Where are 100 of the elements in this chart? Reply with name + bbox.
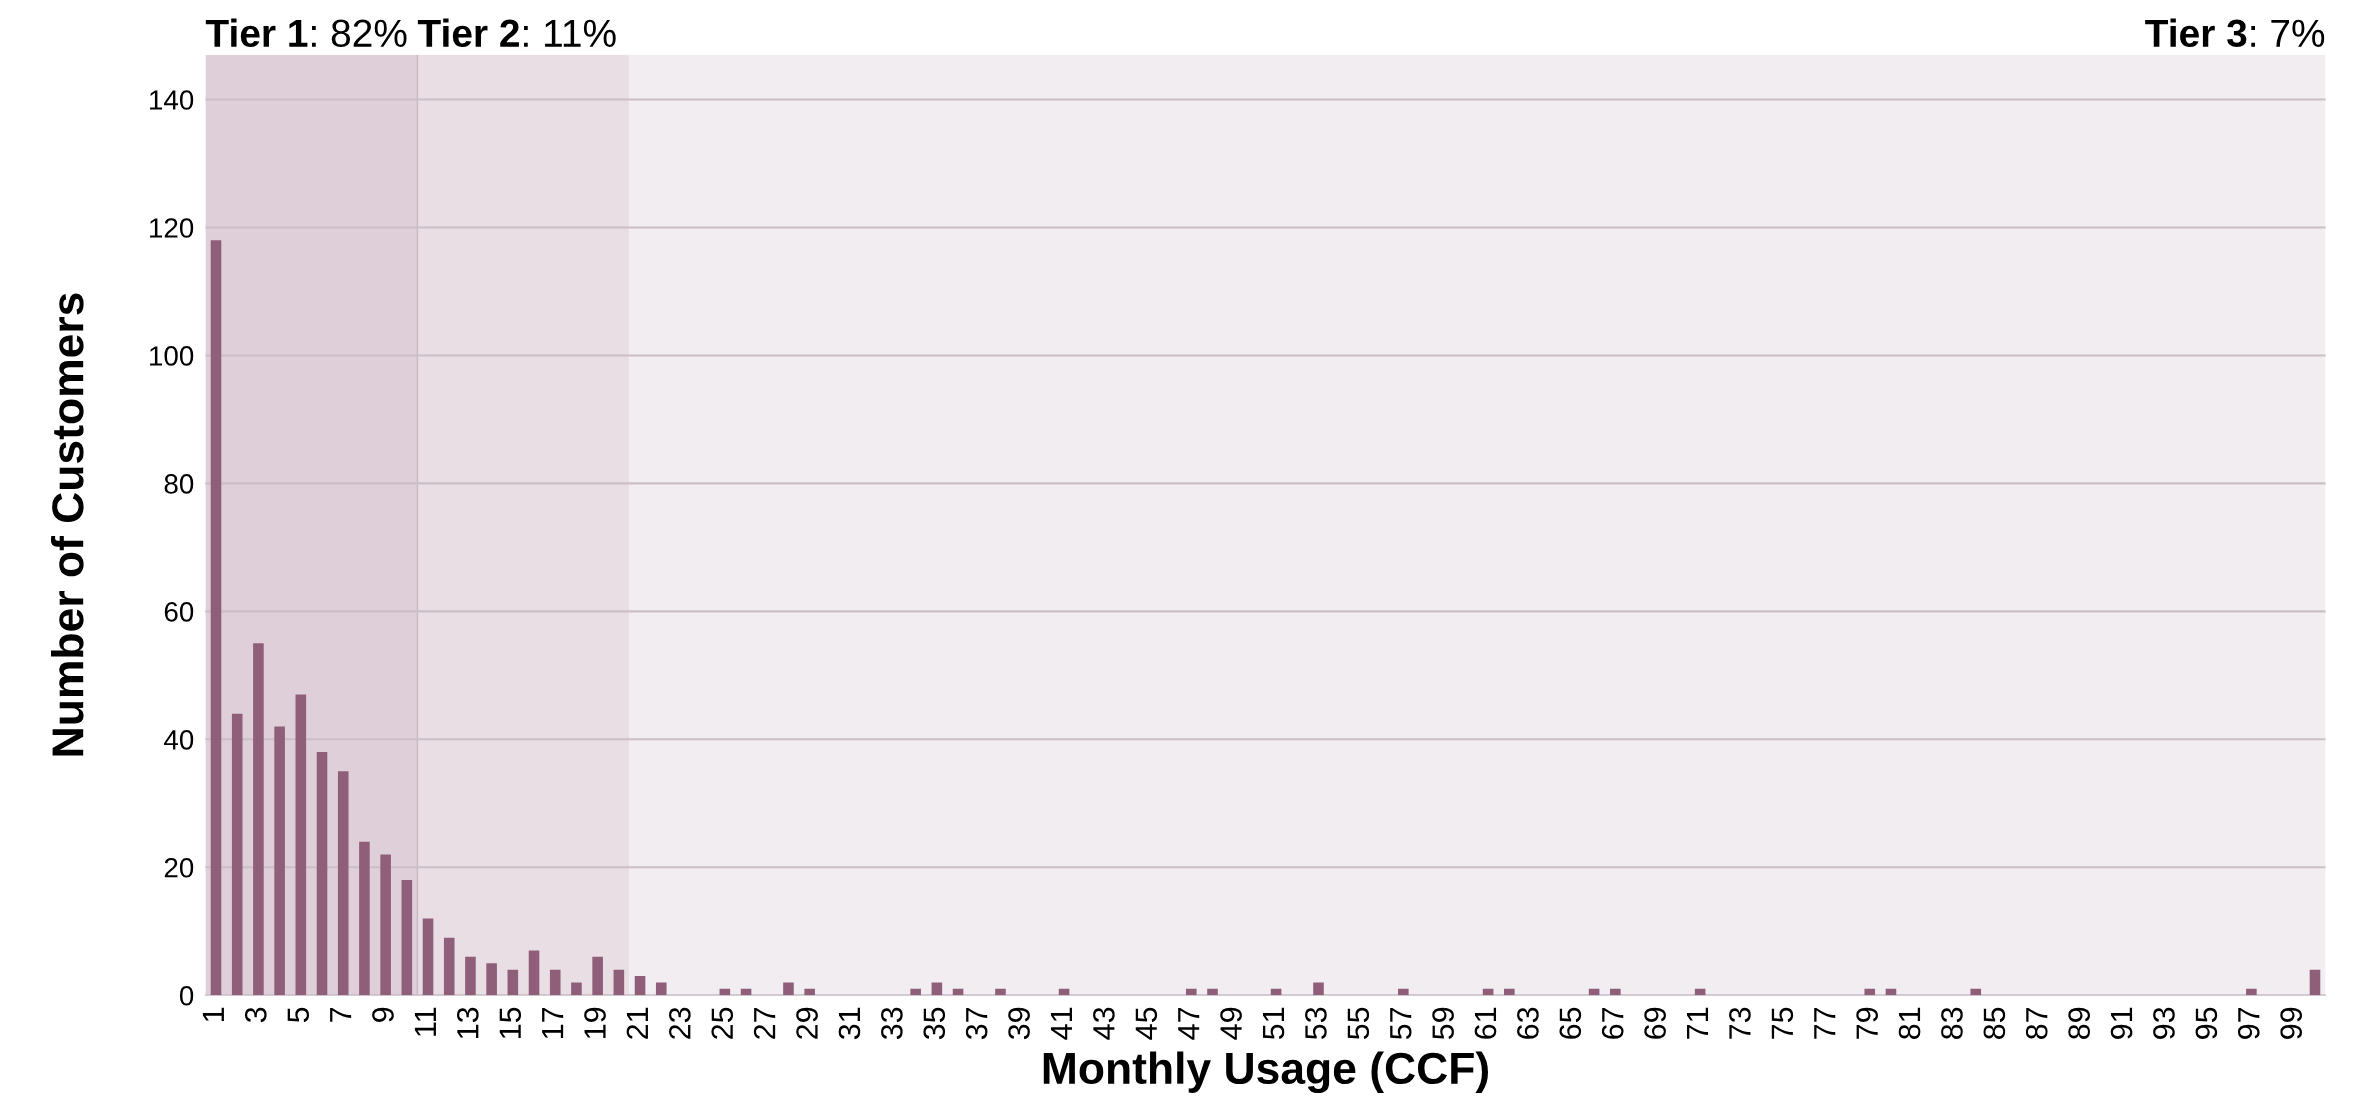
bar: [1610, 988, 1621, 996]
x-tick-label: 97: [2237, 1007, 2260, 1039]
x-tick-label: 13: [456, 1007, 479, 1039]
y-tick-label: 120: [150, 218, 194, 238]
x-tick-label: 91: [2110, 1007, 2133, 1039]
x-tick-label: 89: [2068, 1007, 2090, 1040]
y-tick-label: 100: [150, 346, 194, 366]
x-tick-label: 43: [1093, 1007, 1115, 1040]
x-tick-label: 83: [1941, 1007, 1963, 1040]
bar: [592, 956, 603, 996]
bar: [931, 982, 943, 996]
x-tick-label: 3: [244, 1007, 267, 1023]
x-tick-label: 75: [1771, 1007, 1794, 1039]
bar: [316, 752, 328, 996]
x-tick-label: 37: [965, 1007, 988, 1040]
x-axis-title: Monthly Usage (CCF): [1043, 1051, 1488, 1094]
x-tick-label: 39: [1008, 1007, 1030, 1040]
x-tick-label: 73: [1729, 1007, 1751, 1039]
bar: [1313, 982, 1324, 996]
bar: [634, 976, 646, 996]
bar: [401, 880, 413, 996]
x-tick-label: 93: [2153, 1007, 2175, 1039]
x-tick-label: 47: [1178, 1007, 1200, 1040]
x-tick-label: 41: [1050, 1007, 1072, 1040]
x-tick-label: 69: [1644, 1007, 1666, 1039]
x-tick-label: 81: [1898, 1007, 1921, 1040]
bar: [422, 918, 434, 996]
x-tick-label: 59: [1432, 1007, 1454, 1040]
x-tick-label: 85: [1983, 1007, 2006, 1040]
bar: [359, 841, 370, 996]
x-tick-label: 29: [796, 1007, 818, 1039]
x-tick-label: 65: [1559, 1007, 1582, 1039]
bar: [1398, 988, 1409, 996]
x-tick-label: 35: [923, 1007, 946, 1040]
bar: [507, 969, 519, 996]
bar: [295, 694, 307, 996]
x-tick-label: 9: [372, 1007, 394, 1022]
bar: [1970, 988, 1982, 996]
bar: [2246, 988, 2257, 996]
x-tick-label: 21: [626, 1007, 648, 1039]
x-tick-label: 17: [542, 1007, 564, 1039]
x-tick-label: 27: [753, 1007, 776, 1039]
bar: [337, 771, 349, 996]
bar: [274, 726, 285, 996]
band-label: Tier 3: 7%: [2145, 18, 2325, 48]
band-label: Tier 2: 11%: [417, 18, 616, 48]
bar: [613, 969, 625, 996]
x-tick-label: 11: [414, 1007, 436, 1036]
band-label: Tier 1: 82%: [205, 18, 407, 48]
x-tick-label: 19: [584, 1007, 606, 1039]
x-tick-label: 45: [1135, 1007, 1158, 1040]
bar: [380, 854, 391, 996]
x-tick-label: 77: [1814, 1007, 1836, 1039]
y-tick-label: 0: [179, 985, 194, 1006]
bar: [210, 240, 222, 996]
x-tick-label: 15: [499, 1007, 522, 1039]
bar: [443, 937, 455, 996]
x-tick-label: 7: [330, 1007, 352, 1022]
x-tick-label: 57: [1390, 1007, 1412, 1040]
bar: [804, 988, 815, 996]
x-tick-label: 79: [1856, 1007, 1878, 1039]
y-axis-title: Number of Customers: [50, 293, 84, 756]
x-tick-label: 23: [669, 1007, 691, 1039]
bar: [1207, 988, 1218, 996]
y-tick-label: 20: [164, 857, 194, 878]
x-tick-label: 55: [1347, 1007, 1370, 1040]
x-tick-label: 31: [838, 1007, 861, 1040]
x-tick-label: 99: [2280, 1007, 2302, 1039]
x-tick-label: 49: [1220, 1007, 1242, 1040]
bar: [1504, 988, 1515, 996]
y-tick-label: 140: [150, 90, 194, 110]
bar: [486, 963, 497, 996]
x-tick-label: 61: [1474, 1007, 1497, 1039]
x-tick-label: 87: [2025, 1007, 2048, 1040]
x-tick-label: 51: [1262, 1007, 1285, 1040]
x-tick-label: 71: [1687, 1007, 1709, 1039]
x-tick-label: 95: [2195, 1007, 2218, 1039]
x-tick-label: 25: [711, 1007, 734, 1039]
x-tick-label: 53: [1305, 1007, 1327, 1040]
bar: [231, 713, 243, 996]
x-tick-label: 33: [881, 1007, 903, 1040]
bar: [2309, 969, 2321, 996]
y-tick-label: 80: [164, 474, 194, 494]
bar: [1864, 988, 1876, 996]
x-tick-label: 1: [202, 1007, 224, 1022]
bar: [910, 988, 921, 996]
x-tick-label: 5: [287, 1007, 310, 1023]
x-tick-label: 63: [1517, 1007, 1539, 1039]
y-tick-label: 60: [164, 602, 194, 622]
x-tick-label: 67: [1601, 1007, 1624, 1039]
y-tick-label: 40: [164, 729, 194, 750]
bar: [655, 982, 667, 996]
bar: [253, 643, 264, 996]
bar: [528, 950, 540, 996]
bar: [571, 982, 582, 996]
bar: [549, 969, 561, 996]
bar: [995, 988, 1006, 996]
bar: [1185, 988, 1197, 996]
bar: [783, 982, 794, 996]
bar: [465, 956, 476, 996]
